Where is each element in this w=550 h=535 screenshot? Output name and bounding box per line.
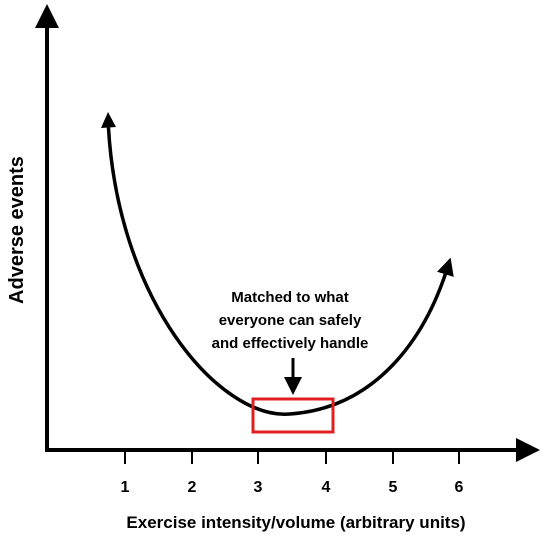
annotation-line-1: Matched to what <box>231 289 349 306</box>
x-tick-label: 4 <box>322 479 331 496</box>
u-curve <box>106 117 454 416</box>
x-tick-label: 6 <box>455 479 464 496</box>
x-axis-title: Exercise intensity/volume (arbitrary uni… <box>126 513 465 532</box>
curve-start-arrowhead <box>101 112 116 128</box>
x-tick-label: 3 <box>254 479 263 496</box>
x-tick-label: 1 <box>121 479 130 496</box>
annotation-line-3: and effectively handle <box>212 335 369 352</box>
optimal-zone-box <box>251 397 335 434</box>
x-tick-marks <box>124 450 460 464</box>
x-tick-label: 5 <box>389 479 398 496</box>
annotation-line-2: everyone can safely <box>219 312 362 329</box>
x-tick-label: 2 <box>188 479 197 496</box>
y-axis-title: Adverse events <box>6 156 28 304</box>
